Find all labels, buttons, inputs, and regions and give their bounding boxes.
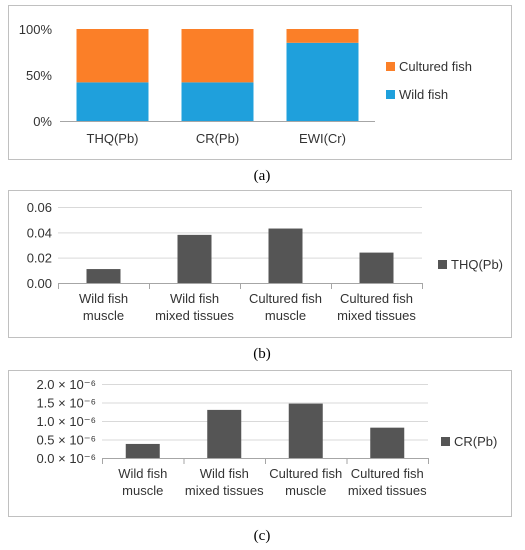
legend-label: CR(Pb) xyxy=(454,434,497,449)
category-label: CR(Pb) xyxy=(196,131,239,146)
category-label: EWI(Cr) xyxy=(299,131,346,146)
category-label: THQ(Pb) xyxy=(87,131,139,146)
y-tick-label: 1.0 × 10⁻⁶ xyxy=(36,414,96,429)
legend-swatch xyxy=(441,437,450,446)
category-label: Wild fish muscle xyxy=(79,291,128,323)
panel-c-frame xyxy=(8,370,512,517)
y-tick-label: 0.02 xyxy=(27,251,52,266)
panel-b-frame xyxy=(8,190,512,338)
chart-b: 0.00 0.02 0.04 0.06 Wild fish muscle Wild fish… xyxy=(27,200,503,323)
chart-a: 0% 50% 100% THQ(Pb) CR(Pb) EWI(Cr) Cultured fi… xyxy=(19,22,472,146)
caption-b: (b) xyxy=(253,346,271,362)
bar-cultured xyxy=(76,29,149,83)
bar-wild xyxy=(286,42,359,121)
category-label: Cultured fish mixed tissues xyxy=(337,291,416,323)
y-tick-label: 50% xyxy=(26,68,52,83)
y-tick-label: 100% xyxy=(19,22,53,37)
legend-swatch xyxy=(386,90,395,99)
bar-wild xyxy=(181,82,254,121)
y-tick-label: 0% xyxy=(33,114,52,129)
caption-c: (c) xyxy=(254,528,271,544)
category-label: Wild fish mixed tissues xyxy=(155,291,234,323)
y-tick-label: 0.5 × 10⁻⁶ xyxy=(36,433,96,448)
bar-wild xyxy=(76,82,149,121)
category-label: Cultured fish mixed tissues xyxy=(348,466,427,498)
bar-cultured xyxy=(181,29,254,83)
bar xyxy=(177,234,212,283)
y-tick-label: 2.0 × 10⁻⁶ xyxy=(36,377,96,392)
category-label: Wild fish muscle xyxy=(118,466,167,498)
caption-a: (a) xyxy=(254,168,271,184)
bar xyxy=(268,228,303,283)
legend-swatch xyxy=(438,260,447,269)
y-tick-label: 0.04 xyxy=(27,225,52,240)
legend-label: Wild fish xyxy=(399,87,448,102)
y-tick-label: 0.0 × 10⁻⁶ xyxy=(36,451,96,466)
legend-label: THQ(Pb) xyxy=(451,257,503,272)
y-tick-label: 1.5 × 10⁻⁶ xyxy=(36,396,96,411)
chart-c: 0.0 × 10⁻⁶ 0.5 × 10⁻⁶ 1.0 × 10⁻⁶ 1.5 × 10⁻⁶… xyxy=(36,377,497,498)
bar xyxy=(359,252,394,283)
bar xyxy=(86,269,121,283)
legend-label: Cultured fish xyxy=(399,59,472,74)
bar xyxy=(288,403,323,458)
y-tick-label: 0.06 xyxy=(27,200,52,215)
y-tick-label: 0.00 xyxy=(27,276,52,291)
category-label: Wild fish mixed tissues xyxy=(185,466,264,498)
bar-cultured xyxy=(286,29,359,43)
bar xyxy=(207,409,242,458)
bar xyxy=(370,427,405,458)
category-label: Cultured fish muscle xyxy=(249,291,322,323)
bar xyxy=(125,443,160,458)
category-label: Cultured fish muscle xyxy=(269,466,342,498)
legend-swatch xyxy=(386,62,395,71)
